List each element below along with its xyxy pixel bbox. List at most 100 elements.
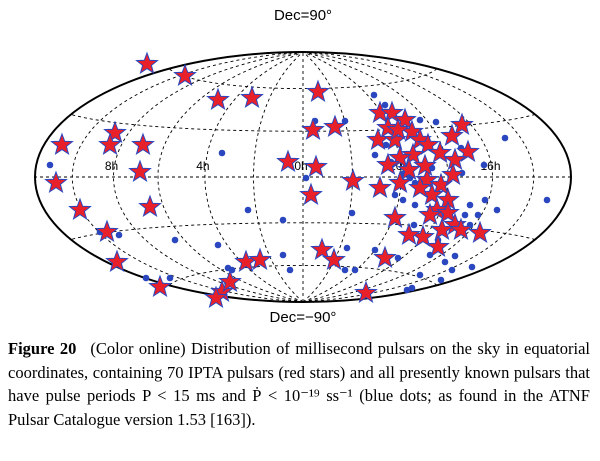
star-marker [138, 194, 162, 218]
ra-label: 8h [105, 159, 118, 173]
star-marker [299, 182, 323, 206]
dot-marker [408, 284, 416, 292]
star-marker [456, 139, 480, 163]
dot-marker [466, 201, 474, 209]
star-marker [98, 132, 122, 156]
meridian [253, 51, 304, 303]
star-marker [50, 132, 74, 156]
star-marker [148, 274, 172, 298]
meridian [157, 51, 304, 303]
ra-label: 0h [294, 159, 307, 173]
star-marker [95, 219, 119, 243]
dot-marker [218, 149, 226, 157]
dot-marker [474, 211, 482, 219]
dot-marker [341, 117, 349, 125]
dot-marker [371, 151, 379, 159]
dot-marker [244, 206, 252, 214]
star-marker [380, 100, 404, 124]
dot-marker [394, 254, 402, 262]
star-marker [386, 117, 410, 141]
dot-marker [371, 246, 379, 254]
star-marker [276, 149, 300, 173]
star-marker [428, 140, 452, 164]
dot-marker [279, 251, 287, 259]
dot-marker [451, 252, 459, 260]
bottom-label: Dec=−90° [270, 309, 337, 326]
dot-marker [426, 251, 434, 259]
dot-marker [279, 216, 287, 224]
star-marker [68, 197, 92, 221]
dot-marker [403, 286, 411, 294]
caption-label: Figure 20 [8, 339, 77, 358]
star-marker [240, 85, 264, 109]
dot-marker [166, 274, 174, 282]
star-marker [443, 147, 467, 171]
star-marker [426, 234, 450, 258]
star-marker [430, 217, 454, 241]
star-marker [408, 175, 432, 199]
star-marker [373, 245, 397, 269]
star-marker [468, 220, 492, 244]
dot-marker [142, 274, 150, 282]
star-marker [128, 159, 152, 183]
dot-marker [501, 134, 509, 142]
dot-marker [437, 276, 445, 284]
ra-label: 4h [196, 159, 209, 173]
parallel [168, 68, 438, 90]
star-marker [354, 280, 378, 304]
star-marker [393, 107, 417, 131]
star-marker [397, 157, 421, 181]
dot-marker [348, 209, 356, 217]
dot-marker [171, 236, 179, 244]
top-label: Dec=90° [274, 7, 332, 24]
star-marker [44, 170, 68, 194]
dot-marker [391, 191, 399, 199]
star-marker [397, 222, 421, 246]
dot-marker [286, 266, 294, 274]
sky-boundary [34, 51, 572, 303]
dot-marker [410, 221, 418, 229]
dot-marker [416, 271, 424, 279]
dot-marker [343, 244, 351, 252]
star-marker [248, 247, 272, 271]
star-marker [450, 112, 474, 136]
dot-marker [370, 91, 378, 99]
dot-marker [448, 266, 456, 274]
star-marker [388, 145, 412, 169]
star-marker [131, 132, 155, 156]
dot-marker [115, 231, 123, 239]
star-marker [323, 114, 347, 138]
star-marker [436, 200, 460, 224]
star-marker [413, 153, 437, 177]
dot-marker [461, 211, 469, 219]
caption: Figure 20 (Color online) Distribution of … [8, 337, 590, 431]
star-marker [105, 249, 129, 273]
dot-marker [441, 258, 449, 266]
dot-marker [381, 101, 389, 109]
star-marker [368, 175, 392, 199]
star-marker [322, 247, 346, 271]
dot-marker [302, 174, 310, 182]
star-marker [206, 87, 230, 111]
parallel [168, 264, 438, 286]
dot-marker [411, 201, 419, 209]
star-marker [376, 152, 400, 176]
dot-marker [480, 161, 488, 169]
dot-marker [432, 118, 440, 126]
dot-marker [214, 241, 222, 249]
star-marker [416, 132, 440, 156]
star-marker [388, 170, 412, 194]
star-marker [310, 237, 334, 261]
star-marker [441, 162, 465, 186]
caption-text: (Color online) Distribution of milliseco… [8, 339, 590, 429]
dot-marker [416, 116, 424, 124]
dot-marker [46, 161, 54, 169]
star-marker [173, 63, 197, 87]
star-marker [103, 120, 127, 144]
star-marker [204, 285, 228, 309]
star-marker [418, 202, 442, 226]
dot-marker [351, 266, 359, 274]
chart: Dec=90° Dec=−90° 8h4h0h20h16h [34, 7, 572, 326]
